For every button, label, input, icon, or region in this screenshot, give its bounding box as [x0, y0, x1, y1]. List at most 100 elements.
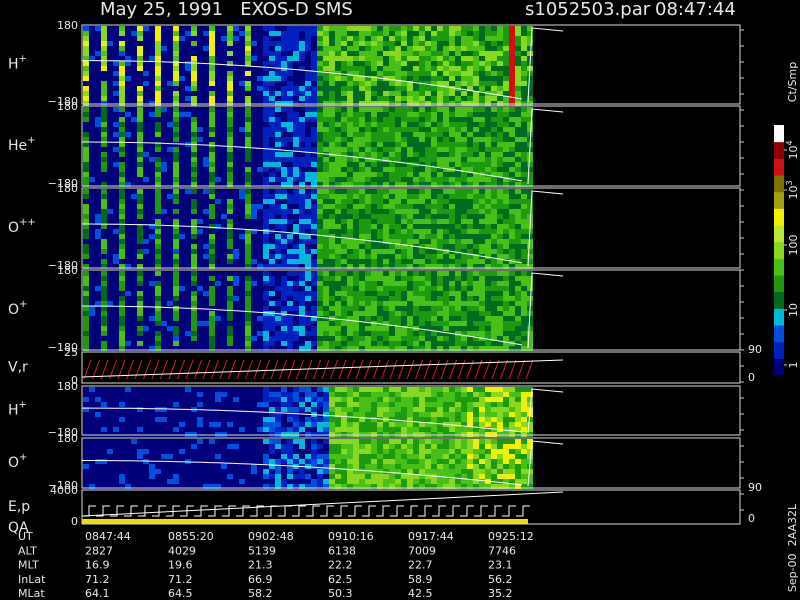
spectrogram-cell: [233, 122, 239, 127]
spectrogram-cell: [437, 259, 443, 264]
spectrogram-cell: [401, 137, 407, 142]
spectrogram-cell: [167, 254, 173, 259]
spectrogram-cell: [515, 316, 521, 321]
spectrogram-cell: [125, 26, 131, 31]
spectrogram-cell: [167, 239, 173, 244]
spectrogram-cell: [401, 264, 407, 269]
spectrogram-cell: [383, 301, 389, 306]
spectrogram-cell: [131, 296, 137, 301]
spectrogram-cell: [329, 147, 335, 152]
spectrogram-cell: [527, 239, 533, 244]
spectrogram-cell: [143, 249, 149, 254]
spectrogram-cell: [461, 81, 467, 86]
spectrogram-cell: [113, 321, 119, 326]
spectrogram-cell: [521, 41, 527, 46]
spectrogram-cell: [239, 219, 245, 224]
spectrogram-cell: [323, 244, 329, 249]
spectrogram-cell: [293, 194, 299, 199]
spectrogram-cell: [299, 152, 305, 157]
spectrogram-cell: [407, 172, 413, 177]
spectrogram-cell: [227, 264, 233, 269]
spectrogram-cell: [509, 46, 515, 51]
spectrogram-cell: [131, 209, 137, 214]
spectrogram-cell: [419, 162, 425, 167]
spectrogram-cell: [449, 229, 455, 234]
spectrogram-cell: [497, 336, 503, 341]
spectrogram-cell: [251, 259, 257, 264]
spectrogram-cell: [431, 259, 437, 264]
spectrogram-cell: [233, 229, 239, 234]
spectrogram-cell: [389, 26, 395, 31]
spectrogram-cell: [413, 122, 419, 127]
spectrogram-cell: [95, 96, 101, 101]
spectrogram-cell: [461, 41, 467, 46]
spectrogram-cell: [359, 291, 365, 296]
spectrogram-cell: [125, 291, 131, 296]
spectrogram-cell: [269, 259, 275, 264]
spectrogram-cell: [137, 167, 143, 172]
spectrogram-cell: [389, 209, 395, 214]
spectrogram-cell: [407, 122, 413, 127]
spectrogram-cell: [119, 127, 125, 132]
spectrogram-cell: [413, 76, 419, 81]
spectrogram-cell: [203, 189, 209, 194]
spectrogram-cell: [113, 132, 119, 137]
spectrogram-cell: [419, 51, 425, 56]
spectrogram-cell: [365, 254, 371, 259]
spectrogram-cell: [503, 311, 509, 316]
spectrogram-cell: [377, 86, 383, 91]
spectrogram-cell: [197, 71, 203, 76]
spectrogram-cell: [329, 157, 335, 162]
spectrogram-cell: [359, 31, 365, 36]
spectrogram-cell: [515, 254, 521, 259]
spectrogram-cell: [83, 427, 89, 432]
spectrogram-cell: [143, 182, 149, 187]
spectrogram-cell: [461, 182, 467, 187]
spectrogram-cell: [95, 142, 101, 147]
spectrogram-cell: [407, 286, 413, 291]
spectrogram-cell: [227, 271, 233, 276]
spectrogram-cell: [395, 259, 401, 264]
spectrogram-cell: [437, 122, 443, 127]
spectrogram-cell: [275, 264, 281, 269]
spectrogram-cell: [371, 331, 377, 336]
spectrogram-cell: [395, 209, 401, 214]
spectrogram-cell: [365, 81, 371, 86]
spectrogram-cell: [83, 259, 89, 264]
spectrogram-cell: [101, 301, 107, 306]
spectrogram-cell: [119, 249, 125, 254]
spectrogram-cell: [473, 219, 479, 224]
spectrogram-cell: [119, 122, 125, 127]
spectrogram-cell: [137, 276, 143, 281]
spectrogram-cell: [179, 387, 185, 392]
spectrogram-cell: [155, 86, 161, 91]
spectrogram-cell: [191, 271, 197, 276]
spectrogram-cell: [377, 162, 383, 167]
spectrogram-cell: [401, 214, 407, 219]
spectrogram-cell: [485, 162, 491, 167]
spectrogram-cell: [425, 271, 431, 276]
spectrogram-cell: [149, 239, 155, 244]
spectrogram-cell: [455, 91, 461, 96]
spectrogram-cell: [419, 194, 425, 199]
spectrogram-cell: [155, 291, 161, 296]
spectrogram-cell: [95, 194, 101, 199]
spectrogram-cell: [269, 199, 275, 204]
spectrogram-cell: [389, 147, 395, 152]
spectrogram-cell: [449, 281, 455, 286]
spectrogram-cell: [83, 56, 89, 61]
spectrogram-cell: [425, 122, 431, 127]
spectrogram-cell: [419, 239, 425, 244]
spectrogram-cell: [305, 122, 311, 127]
spectrogram-cell: [467, 31, 473, 36]
spectrogram-cell: [185, 214, 191, 219]
spectrogram-cell: [185, 296, 191, 301]
spectrogram-cell: [461, 167, 467, 172]
spectrogram-cell: [185, 291, 191, 296]
spectrogram-cell: [515, 152, 521, 157]
spectrogram-cell: [329, 311, 335, 316]
spectrogram-cell: [431, 306, 437, 311]
spectrogram-cell: [257, 336, 263, 341]
spectrogram-cell: [479, 194, 485, 199]
spectrogram-cell: [437, 234, 443, 239]
